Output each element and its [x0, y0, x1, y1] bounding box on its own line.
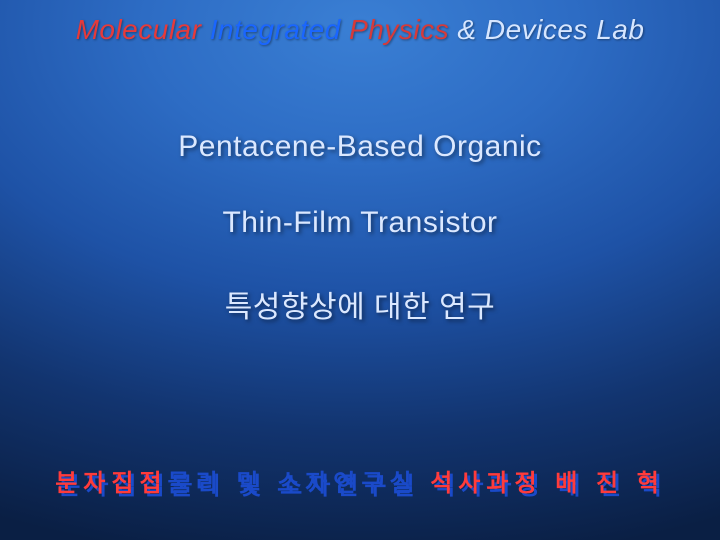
header-word: Devices: [485, 14, 588, 45]
slide-footer: 분자집접물리 및 소자연구실 석사과정 배 진 혁: [0, 463, 720, 498]
title-line-3: 특성향상에 대한 연구: [0, 282, 720, 326]
title-line-2: Thin-Film Transistor: [0, 206, 720, 240]
footer-segment: 분자집접: [55, 470, 167, 497]
footer-segment: 석사과정: [418, 470, 543, 497]
title-line-1: Pentacene-Based Organic: [0, 130, 720, 164]
header-word: &: [457, 14, 476, 45]
header-word: Physics: [349, 14, 449, 45]
lab-header: Molecular Integrated Physics & Devices L…: [0, 14, 720, 46]
footer-segment: 배 진 혁: [543, 470, 665, 497]
header-word: Lab: [596, 14, 644, 45]
header-word: Integrated: [210, 14, 341, 45]
slide-title: Pentacene-Based Organic Thin-Film Transi…: [0, 130, 720, 368]
footer-segment: 물리 및 소자연구실: [168, 470, 418, 497]
header-word: Molecular: [76, 14, 202, 45]
